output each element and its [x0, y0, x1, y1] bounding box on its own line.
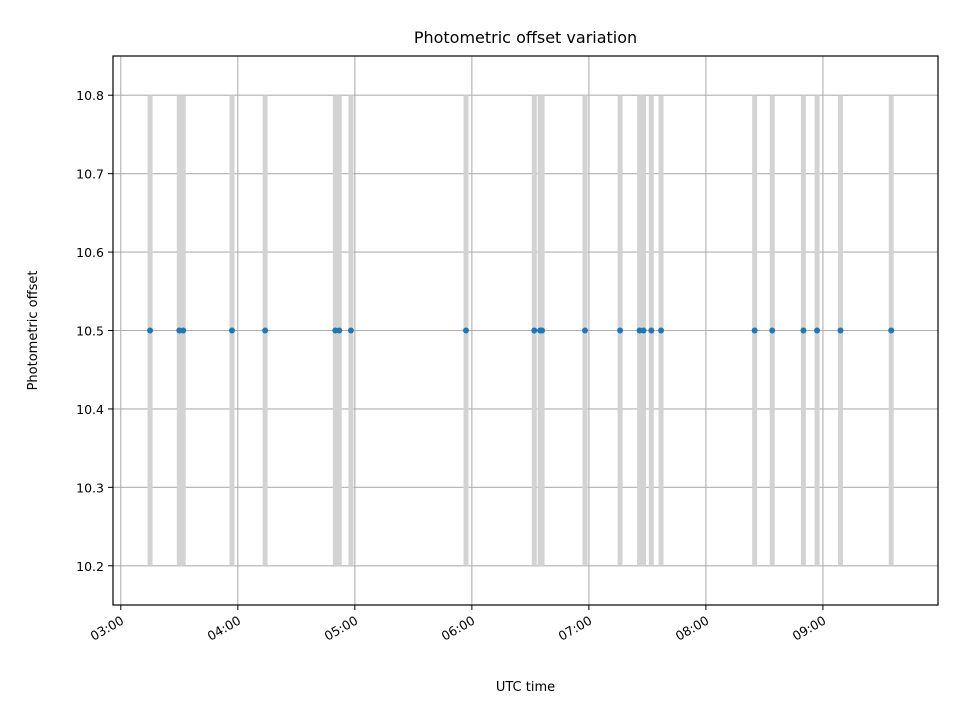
x-tick-label: 03:00 [88, 613, 127, 644]
data-point [640, 327, 647, 334]
data-point [463, 327, 470, 334]
data-point [814, 327, 821, 334]
y-tick-label: 10.8 [76, 88, 104, 103]
data-point [888, 327, 895, 334]
data-point [336, 327, 343, 334]
data-point-layer [147, 327, 895, 334]
data-point [769, 327, 776, 334]
data-point [617, 327, 624, 334]
data-point [180, 327, 187, 334]
data-point [581, 327, 588, 334]
y-tick-label: 10.2 [76, 559, 104, 574]
y-tick-label: 10.7 [76, 167, 104, 182]
grid-layer [113, 56, 938, 605]
x-tick-label: 09:00 [790, 613, 829, 644]
data-point [658, 327, 665, 334]
y-axis-label: Photometric offset [26, 271, 41, 391]
data-point [228, 327, 235, 334]
x-tick-label: 05:00 [322, 613, 361, 644]
data-point [751, 327, 758, 334]
data-point [531, 327, 538, 334]
data-point [262, 327, 269, 334]
x-tick-label: 07:00 [556, 613, 595, 644]
tick-layer: 10.2 10.3 10.4 10.5 10.6 10.7 10.8 03:00 04:00 05… [76, 88, 828, 643]
x-tick-label: 06:00 [439, 613, 478, 644]
chart-title: Photometric offset variation [414, 28, 637, 47]
y-tick-label: 10.5 [76, 324, 104, 339]
data-point [147, 327, 154, 334]
data-point [837, 327, 844, 334]
data-point [800, 327, 807, 334]
y-tick-label: 10.3 [76, 480, 104, 495]
y-tick-label: 10.4 [76, 402, 104, 417]
x-tick-label: 04:00 [205, 613, 244, 644]
data-point [648, 327, 655, 334]
x-tick-label: 08:00 [673, 613, 712, 644]
x-axis-label: UTC time [496, 680, 555, 695]
data-point [347, 327, 354, 334]
y-tick-label: 10.6 [76, 245, 104, 260]
data-point [539, 327, 546, 334]
